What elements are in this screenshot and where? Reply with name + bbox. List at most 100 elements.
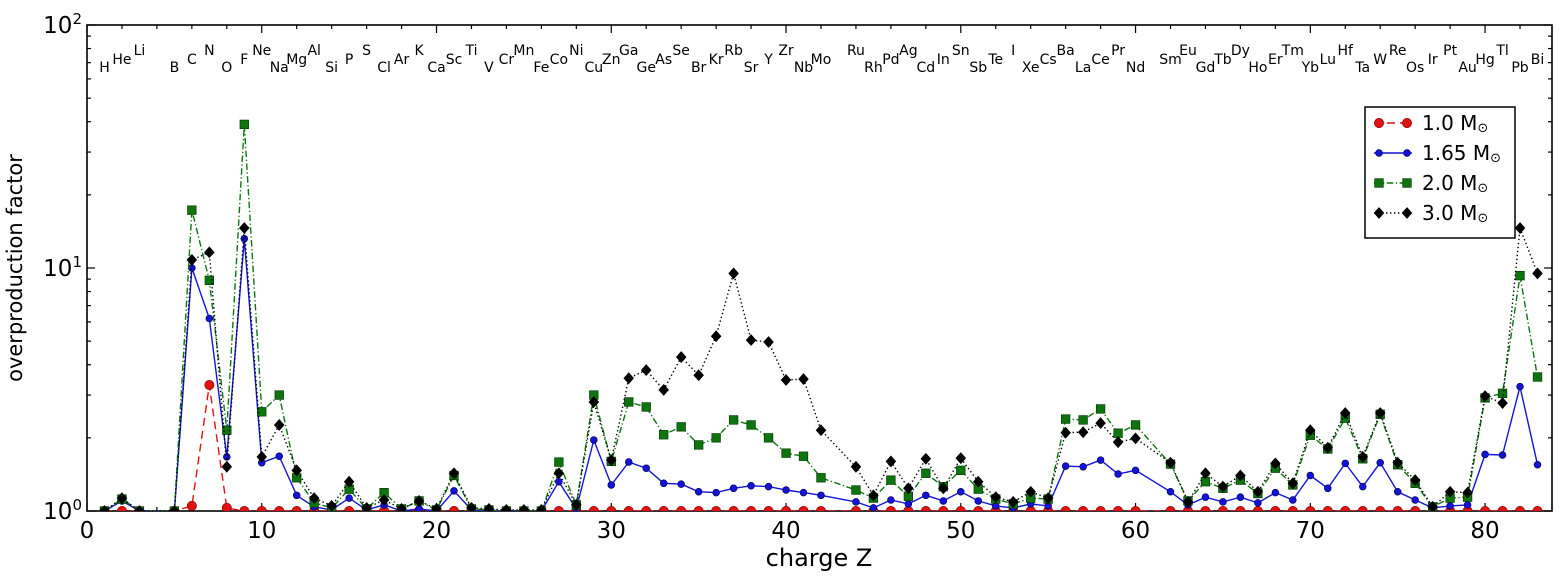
marker-circle xyxy=(955,506,966,511)
marker-square xyxy=(187,205,197,215)
series-line xyxy=(104,227,1539,511)
element-label-Ga: Ga xyxy=(619,43,638,59)
marker-square xyxy=(728,415,739,425)
marker-square xyxy=(1130,420,1141,430)
marker-diamond xyxy=(885,455,897,468)
element-label-Tm: Tm xyxy=(1281,43,1304,59)
element-label-Zr: Zr xyxy=(778,43,794,59)
marker-circle xyxy=(642,464,650,472)
marker-diamond xyxy=(378,494,390,506)
legend-box xyxy=(1364,106,1516,239)
marker-diamond xyxy=(1252,485,1264,498)
marker-diamond xyxy=(623,372,635,385)
marker-circle xyxy=(606,506,617,511)
x-tick-label: 0 xyxy=(80,518,95,544)
marker-square xyxy=(1078,415,1088,425)
element-label-S: S xyxy=(362,43,371,59)
marker-diamond xyxy=(291,464,302,477)
marker-circle xyxy=(904,500,913,508)
marker-square xyxy=(641,402,651,412)
marker-diamond xyxy=(413,495,425,507)
marker-diamond xyxy=(1532,267,1543,280)
element-label-Ho: Ho xyxy=(1248,60,1267,76)
marker-diamond xyxy=(798,373,809,386)
legend-label: 3.0 M⊙ xyxy=(1422,201,1488,226)
marker-diamond xyxy=(1007,495,1019,508)
marker-diamond xyxy=(361,501,372,511)
element-label-Lu: Lu xyxy=(1320,52,1336,68)
marker-circle xyxy=(1095,506,1106,511)
element-label-Se: Se xyxy=(672,43,690,59)
marker-square xyxy=(1060,414,1071,424)
element-label-Co: Co xyxy=(550,52,568,68)
marker-diamond xyxy=(239,222,250,234)
marker-circle xyxy=(1235,506,1246,511)
marker-diamond xyxy=(1479,390,1491,403)
element-label-Al: Al xyxy=(307,43,320,59)
marker-diamond xyxy=(501,504,512,511)
marker-diamond xyxy=(466,501,477,511)
marker-square xyxy=(711,433,721,443)
marker-square xyxy=(554,457,564,467)
element-label-Cs: Cs xyxy=(1040,52,1057,68)
element-label-Fe: Fe xyxy=(533,60,549,76)
marker-circle xyxy=(186,500,197,511)
element-label-C: C xyxy=(187,52,197,68)
marker-diamond xyxy=(1444,485,1456,498)
marker-square xyxy=(1374,178,1384,188)
series-3.0-msun xyxy=(99,222,1543,511)
element-label-Tb: Tb xyxy=(1213,52,1232,68)
element-label-I: I xyxy=(1011,43,1015,59)
element-label-Cd: Cd xyxy=(917,60,936,76)
marker-circle xyxy=(1375,149,1383,157)
marker-circle xyxy=(1113,506,1124,511)
marker-circle xyxy=(1306,471,1315,480)
element-label-P: P xyxy=(345,52,353,68)
legend-label: 1.65 M⊙ xyxy=(1422,141,1501,166)
marker-circle xyxy=(728,506,739,511)
marker-diamond xyxy=(693,369,704,382)
marker-circle xyxy=(1165,506,1176,511)
x-tick-label: 80 xyxy=(1470,518,1499,544)
legend-label: 2.0 M⊙ xyxy=(1422,171,1488,196)
plot-border xyxy=(86,24,1553,512)
marker-square xyxy=(222,425,232,435)
element-label-V: V xyxy=(484,60,494,76)
marker-circle xyxy=(240,234,249,243)
element-label-Te: Te xyxy=(987,52,1003,68)
marker-square xyxy=(956,465,966,475)
marker-square xyxy=(1497,388,1508,398)
y-tick-label: 102 xyxy=(43,10,82,39)
element-label-Tl: Tl xyxy=(1495,43,1508,59)
marker-diamond xyxy=(1112,436,1124,449)
marker-square xyxy=(851,485,861,495)
marker-circle xyxy=(922,491,930,500)
axes: 0 10 20 30 40 50 60 70 80 100 101 102 xyxy=(43,10,1553,544)
marker-diamond xyxy=(1462,486,1473,499)
marker-square xyxy=(781,448,791,458)
element-label-Xe: Xe xyxy=(1022,60,1040,76)
marker-circle xyxy=(1516,382,1524,391)
marker-circle xyxy=(1403,149,1411,157)
marker-square xyxy=(676,422,686,432)
marker-circle xyxy=(957,488,965,496)
marker-diamond xyxy=(1322,441,1334,454)
marker-circle xyxy=(274,506,285,511)
element-label-Ti: Ti xyxy=(464,43,477,59)
legend-entry-1.65-msun: 1.65 M⊙ xyxy=(1374,141,1501,166)
marker-diamond xyxy=(763,336,774,348)
marker-square xyxy=(816,473,826,483)
marker-circle xyxy=(291,506,302,511)
marker-circle xyxy=(1166,488,1175,496)
marker-square xyxy=(1402,178,1412,188)
marker-circle xyxy=(729,484,738,493)
marker-circle xyxy=(239,506,250,511)
marker-circle xyxy=(1200,506,1211,511)
marker-circle xyxy=(1096,456,1105,464)
element-label-Bi: Bi xyxy=(1531,52,1545,68)
marker-circle xyxy=(1114,470,1122,478)
marker-diamond xyxy=(1427,500,1438,511)
marker-circle xyxy=(1515,506,1525,511)
element-label-Mn: Mn xyxy=(513,43,534,59)
